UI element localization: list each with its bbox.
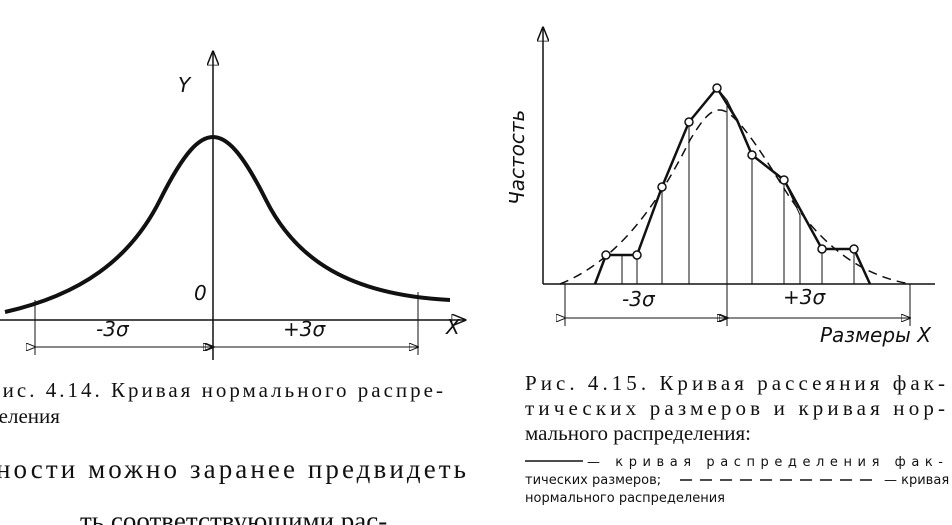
interval-label: +3σ (783, 285, 826, 309)
figure-right: Частость -3σ +3σ Размеры X Рис. 4.15. Кр… (505, 28, 949, 506)
interval-label: +3σ (283, 317, 326, 341)
axis-label: Размеры X (820, 323, 932, 347)
origin-label: 0 (194, 281, 207, 305)
axis-label: Y (178, 73, 192, 97)
caption: Рис. 4.15. Кривая рассеяния фак- (525, 371, 945, 395)
legend-text: — кривая распределения фак- (587, 455, 943, 470)
caption: деления (0, 404, 60, 428)
caption: мального распределения: (525, 421, 751, 445)
interval-label: -3σ (96, 317, 130, 341)
body-text: ности можно заранее предвидеть (0, 454, 466, 484)
interval-label: -3σ (622, 287, 656, 311)
legend-text: тических размеров; (525, 473, 661, 488)
caption: Рис. 4.14. Кривая нормального распре- (0, 378, 443, 402)
legend-text: нормального распределения (525, 491, 725, 506)
axis-label: X (445, 315, 461, 339)
axis-label: Частость (505, 110, 529, 205)
legend-text: — кривая (884, 473, 949, 488)
body-text: ть соответствующими рас- (80, 506, 387, 525)
caption: тических размеров и кривая нор- (525, 396, 945, 420)
figure-left: Y 0 X -3σ +3σ Рис. 4.14. Кривая нормальн… (0, 52, 465, 428)
